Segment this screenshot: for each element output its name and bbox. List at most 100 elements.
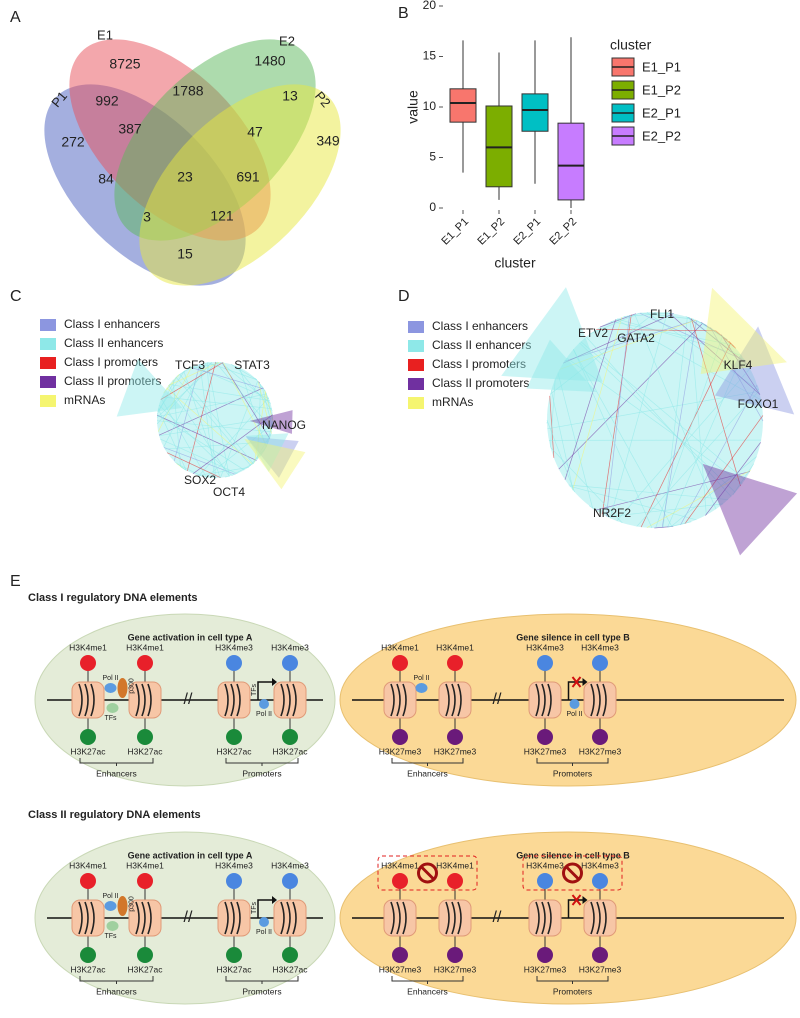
histone-mark: [80, 947, 96, 963]
block-box: [522, 855, 623, 891]
histone-mark: [226, 729, 242, 745]
network-edge: [169, 384, 270, 401]
dna-wrap: [292, 683, 297, 717]
network-edge: [157, 414, 245, 471]
dna-wrap: [286, 901, 291, 935]
histone-mark: [80, 729, 96, 745]
dna-wrap: [84, 901, 89, 935]
histone-mark: [137, 655, 153, 671]
factor-label: Pol II: [567, 711, 583, 718]
box: [557, 122, 585, 201]
mark-label: H3K4me3: [581, 642, 619, 652]
tss-arrowhead: [582, 896, 588, 904]
dna-wrap: [280, 901, 285, 935]
network-edge: [607, 503, 724, 518]
mark-label: H3K4me1: [126, 642, 164, 652]
histone-mark: [592, 947, 608, 963]
network-edge: [172, 379, 181, 467]
x-mark: [571, 894, 582, 906]
network-edge: [705, 442, 761, 516]
venn-count: 3: [143, 209, 151, 225]
mark-label: H3K4me1: [381, 642, 419, 652]
network-edge: [231, 462, 254, 476]
network-edge: [667, 355, 743, 528]
x-tick-label: E1_P2: [475, 216, 507, 248]
histone-mark: [282, 655, 298, 671]
factor-label: TFs: [104, 715, 117, 722]
network-fan: [116, 358, 183, 417]
venn-count: 23: [177, 169, 193, 185]
factor-label: TFs: [104, 933, 117, 940]
network-edge: [639, 312, 746, 362]
network-node-label: FLI1: [650, 307, 674, 321]
factor-label: TFs: [251, 683, 258, 696]
bracket: [225, 976, 299, 984]
dna-wrap: [541, 683, 546, 717]
section-title: Class II regulatory DNA elements: [28, 809, 201, 821]
mark-label: H3K27ac: [273, 964, 309, 974]
network-edge: [549, 311, 656, 395]
bracket: [391, 976, 464, 984]
dna-wrap: [78, 901, 83, 935]
network-edge: [166, 452, 221, 479]
factor-label: p300: [128, 896, 135, 912]
factor: [569, 699, 580, 709]
dna-wrap: [402, 901, 407, 935]
network-edge: [601, 314, 632, 515]
network-fan: [244, 438, 306, 490]
legend-label: Class II promoters: [64, 374, 161, 388]
legend-label: Class II enhancers: [64, 336, 163, 350]
mark-label: H3K27ac: [71, 746, 107, 756]
network-edge: [616, 318, 742, 356]
network-fan: [526, 339, 597, 393]
network-edge: [655, 335, 723, 529]
dna-wrap: [135, 683, 140, 717]
venn-count: 691: [236, 169, 260, 185]
bracket: [536, 758, 609, 766]
dna-wrap: [547, 683, 552, 717]
network-edge: [183, 371, 221, 478]
mark-label: H3K4me1: [126, 860, 164, 870]
box: [449, 88, 477, 123]
dna-wrap: [547, 901, 552, 935]
tss-arrow: [567, 899, 583, 918]
network-fan: [249, 410, 293, 434]
network-edge: [258, 381, 261, 384]
factor: [259, 699, 269, 709]
no-sign: [417, 862, 438, 884]
network-edge: [579, 342, 736, 493]
histone-mark: [137, 873, 153, 889]
factor: [106, 921, 119, 931]
legend-label: Class II promoters: [432, 376, 529, 390]
network-edge: [180, 466, 188, 472]
legend-swatch: [408, 378, 424, 390]
legend-swatch: [40, 338, 56, 350]
factor: [117, 896, 128, 916]
histone-mark: [392, 655, 408, 671]
factor: [117, 678, 128, 698]
legend-label: E1_P2: [642, 82, 681, 97]
dna-wrap: [445, 901, 450, 935]
network-fan: [702, 463, 798, 556]
dna-wrap: [90, 901, 95, 935]
cell-title: Gene silence in cell type B: [516, 850, 630, 860]
network-edge: [640, 312, 694, 320]
tss-arrowhead: [272, 896, 277, 904]
dna-wrap: [230, 683, 235, 717]
mark-label: H3K4me1: [436, 642, 474, 652]
network-edge: [563, 313, 674, 364]
network-edge: [550, 389, 574, 491]
bracket: [79, 758, 154, 766]
network-edge: [595, 471, 750, 511]
tss-arrow: [257, 681, 272, 700]
x-tick-label: E2_P1: [511, 216, 543, 248]
network-fan: [714, 326, 795, 415]
mark-label: H3K27me3: [379, 746, 422, 756]
network-edge: [222, 362, 267, 447]
legend-label: Class I enhancers: [64, 317, 160, 331]
cell-title: Gene silence in cell type B: [516, 632, 630, 642]
histone-mark: [592, 873, 608, 889]
network-edge: [720, 334, 761, 395]
dna-wrap: [236, 901, 241, 935]
network-edge: [710, 327, 764, 422]
